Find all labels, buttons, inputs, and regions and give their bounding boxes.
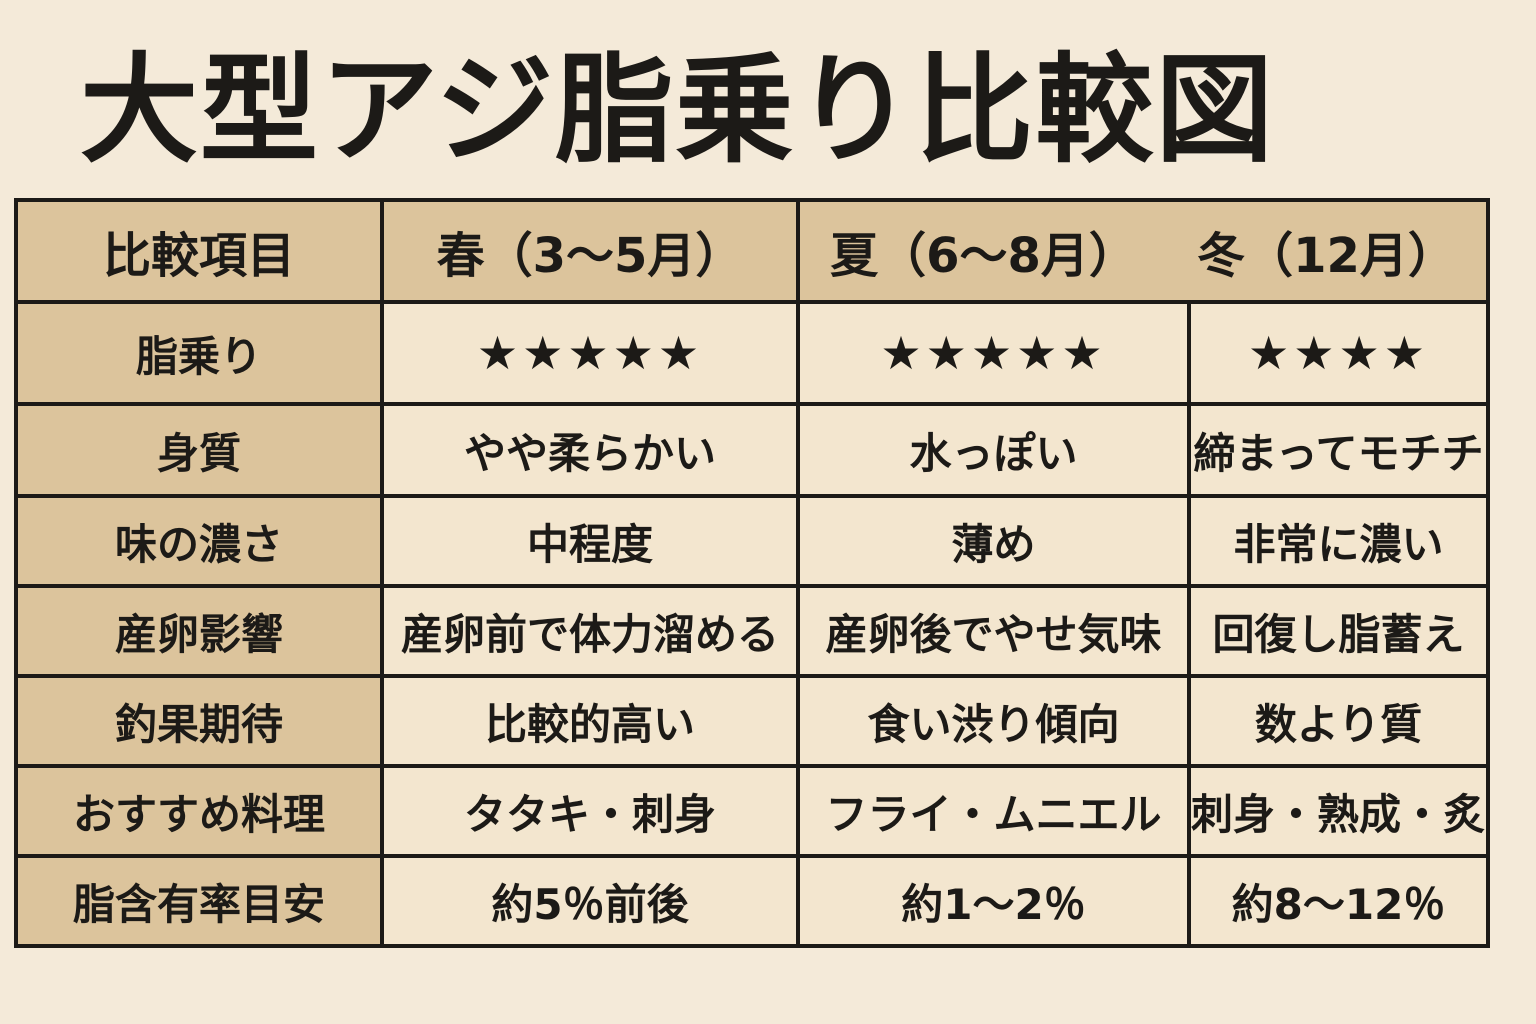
table-cell: 約1〜2％ xyxy=(796,854,1191,948)
row-label: 脂含有率目安 xyxy=(14,854,384,948)
table-cell: 比較的高い xyxy=(380,674,800,768)
table-cell: 水っぽい xyxy=(796,402,1191,498)
row-label: 味の濃さ xyxy=(14,494,384,588)
table-cell: 産卵前で体力溜める xyxy=(380,584,800,678)
rating-stars-summer: ★★★★★ xyxy=(796,300,1191,406)
table-cell: フライ・ムニエル xyxy=(796,764,1191,858)
header-cell-summer-winter: 夏（6〜8月） 冬（12月） xyxy=(796,198,1490,304)
comparison-table: 比較項目 春（3〜5月） 夏（6〜8月） 冬（12月） 脂乗り ★★★★★ ★★… xyxy=(14,198,1490,948)
row-label: 産卵影響 xyxy=(14,584,384,678)
table-row: 身質 やや柔らかい 水っぽい 締まってモチチ xyxy=(14,402,1490,498)
row-label: おすすめ料理 xyxy=(14,764,384,858)
header-cell-item: 比較項目 xyxy=(14,198,384,304)
table-cell: 食い渋り傾向 xyxy=(796,674,1191,768)
table-header-row: 比較項目 春（3〜5月） 夏（6〜8月） 冬（12月） xyxy=(14,198,1490,304)
table-cell: 数より質 xyxy=(1187,674,1490,768)
header-cell-spring: 春（3〜5月） xyxy=(380,198,800,304)
table-cell: 産卵後でやせ気味 xyxy=(796,584,1191,678)
table-cell: やや柔らかい xyxy=(380,402,800,498)
rating-stars-spring: ★★★★★ xyxy=(380,300,800,406)
rating-stars-winter: ★★★★ xyxy=(1187,300,1490,406)
table-row: 味の濃さ 中程度 薄め 非常に濃い xyxy=(14,494,1490,588)
table-cell: 中程度 xyxy=(380,494,800,588)
table-row: 産卵影響 産卵前で体力溜める 産卵後でやせ気味 回復し脂蓄え xyxy=(14,584,1490,678)
header-winter: 冬（12月） xyxy=(1197,228,1456,284)
row-label: 釣果期待 xyxy=(14,674,384,768)
row-label: 脂乗り xyxy=(14,300,384,406)
table-cell: 薄め xyxy=(796,494,1191,588)
table-cell: 刺身・熟成・炙り xyxy=(1187,764,1490,858)
table-row: 釣果期待 比較的高い 食い渋り傾向 数より質 xyxy=(14,674,1490,768)
table-cell: 約8〜12％ xyxy=(1187,854,1490,948)
table-cell: 締まってモチチ xyxy=(1187,402,1490,498)
table-cell: 非常に濃い xyxy=(1187,494,1490,588)
table-cell: 約5％前後 xyxy=(380,854,800,948)
page-title: 大型アジ脂乗り比較図 xyxy=(80,41,1276,179)
table-cell: 回復し脂蓄え xyxy=(1187,584,1490,678)
table-cell: タタキ・刺身 xyxy=(380,764,800,858)
table-row: 脂乗り ★★★★★ ★★★★★ ★★★★ xyxy=(14,300,1490,406)
table-row: おすすめ料理 タタキ・刺身 フライ・ムニエル 刺身・熟成・炙り xyxy=(14,764,1490,858)
table-row: 脂含有率目安 約5％前後 約1〜2％ 約8〜12％ xyxy=(14,854,1490,948)
header-summer: 夏（6〜8月） xyxy=(830,228,1137,284)
row-label: 身質 xyxy=(14,402,384,498)
